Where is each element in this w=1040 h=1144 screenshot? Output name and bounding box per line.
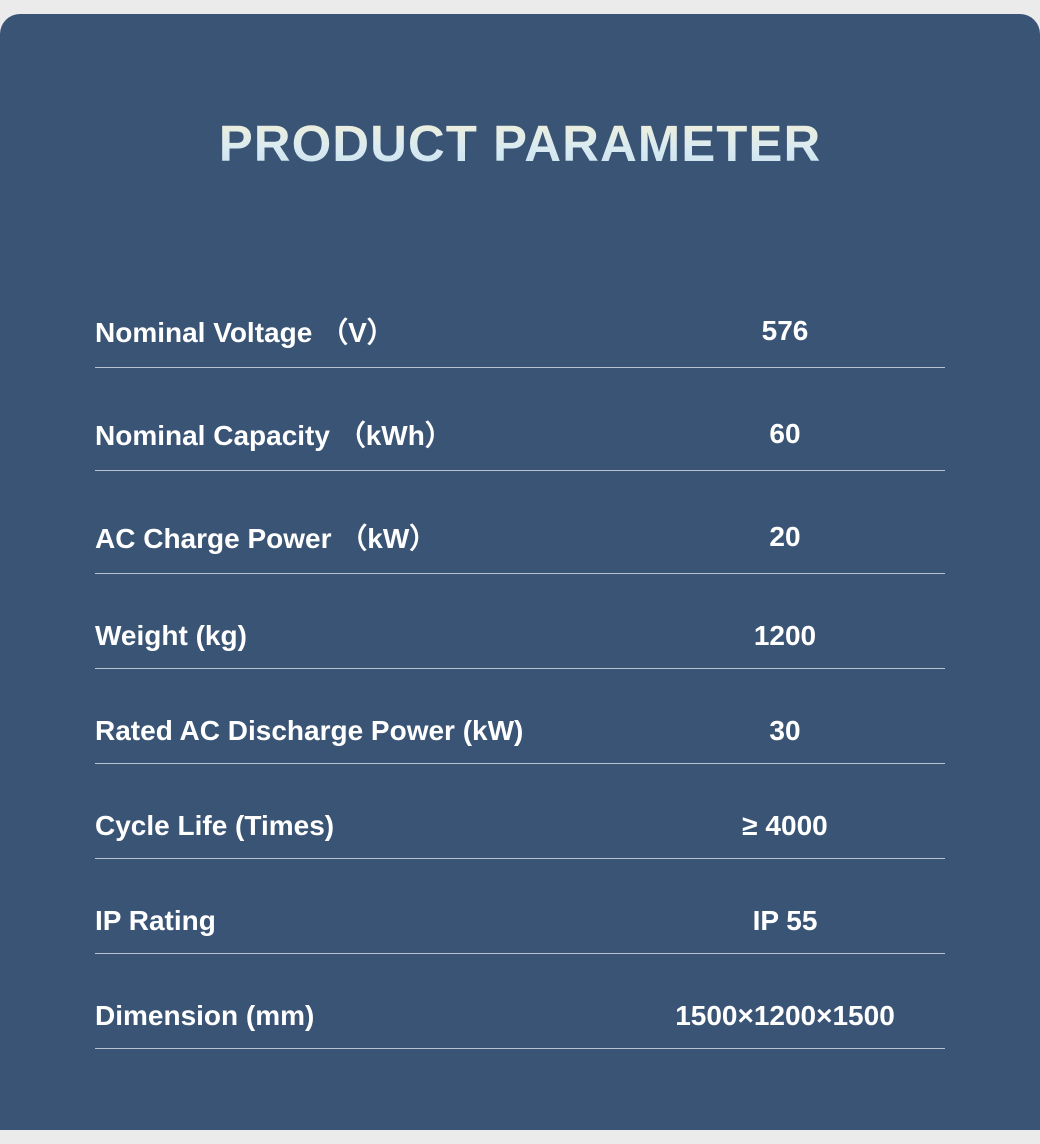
param-value: 20 <box>625 521 945 553</box>
table-row: AC Charge Power （kW） 20 <box>95 499 945 574</box>
param-value: 60 <box>625 418 945 450</box>
param-value: 1500×1200×1500 <box>625 1000 945 1032</box>
param-value: 1200 <box>625 620 945 652</box>
table-row: Nominal Voltage （V） 576 <box>95 293 945 368</box>
param-label: Nominal Voltage （V） <box>95 311 625 351</box>
param-value: 30 <box>625 715 945 747</box>
param-value: ≥ 4000 <box>625 810 945 842</box>
param-label: Nominal Capacity （kWh） <box>95 414 625 454</box>
product-parameter-card: PRODUCT PARAMETER Nominal Voltage （V） 57… <box>0 14 1040 1130</box>
table-row: Rated AC Discharge Power (kW) 30 <box>95 697 945 764</box>
table-row: Nominal Capacity （kWh） 60 <box>95 396 945 471</box>
table-row: Dimension (mm) 1500×1200×1500 <box>95 982 945 1049</box>
param-value: 576 <box>625 315 945 347</box>
table-row: Weight (kg) 1200 <box>95 602 945 669</box>
param-label: Weight (kg) <box>95 620 625 652</box>
param-label: Dimension (mm) <box>95 1000 625 1032</box>
param-label: AC Charge Power （kW） <box>95 517 625 557</box>
param-label: IP Rating <box>95 905 625 937</box>
param-label: Cycle Life (Times) <box>95 810 625 842</box>
table-row: Cycle Life (Times) ≥ 4000 <box>95 792 945 859</box>
param-value: IP 55 <box>625 905 945 937</box>
parameter-table: Nominal Voltage （V） 576 Nominal Capacity… <box>55 293 985 1049</box>
table-row: IP Rating IP 55 <box>95 887 945 954</box>
param-label: Rated AC Discharge Power (kW) <box>95 715 625 747</box>
page-title: PRODUCT PARAMETER <box>55 114 985 173</box>
